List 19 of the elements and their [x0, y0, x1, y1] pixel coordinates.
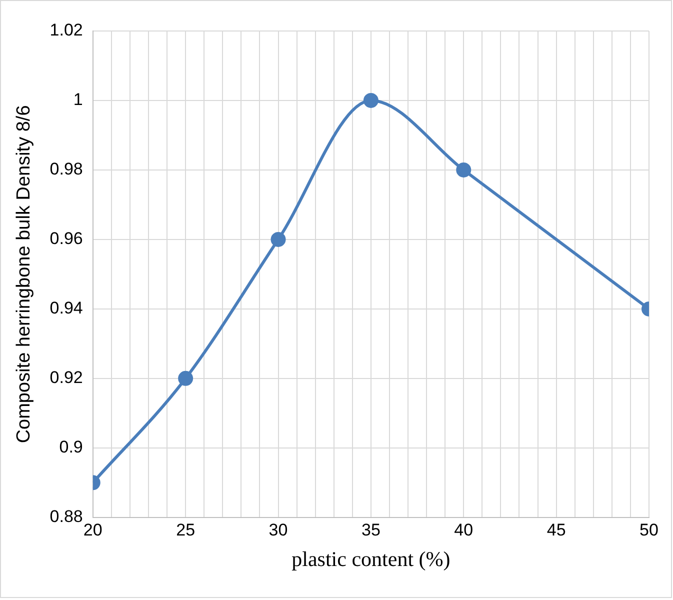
x-tick-label: 30 — [268, 520, 288, 540]
y-tick-label: 0.9 — [59, 438, 83, 457]
x-axis-title: plastic content (%) — [292, 546, 450, 571]
y-tick-label: 0.88 — [50, 507, 83, 526]
y-tick-label: 1 — [73, 90, 83, 110]
y-axis-title: Composite herringbone bulk Density 8/6 — [14, 105, 35, 444]
point — [270, 232, 286, 247]
y-tick-label: 0.98 — [50, 160, 83, 179]
y-tick-label: 1.02 — [50, 20, 83, 40]
x-tick-label: 25 — [176, 520, 196, 540]
x-tick-label: 50 — [640, 520, 658, 540]
point — [363, 92, 378, 108]
x-tick-label: 20 — [83, 520, 102, 540]
y-tick-label: 0.94 — [50, 298, 83, 318]
x-tick-label: 40 — [454, 520, 474, 540]
y-tick-label: 0.96 — [50, 229, 83, 248]
x-tick-label: 35 — [361, 520, 380, 540]
x-tick-label: 45 — [546, 520, 566, 540]
y-tick-label: 0.92 — [50, 368, 83, 388]
